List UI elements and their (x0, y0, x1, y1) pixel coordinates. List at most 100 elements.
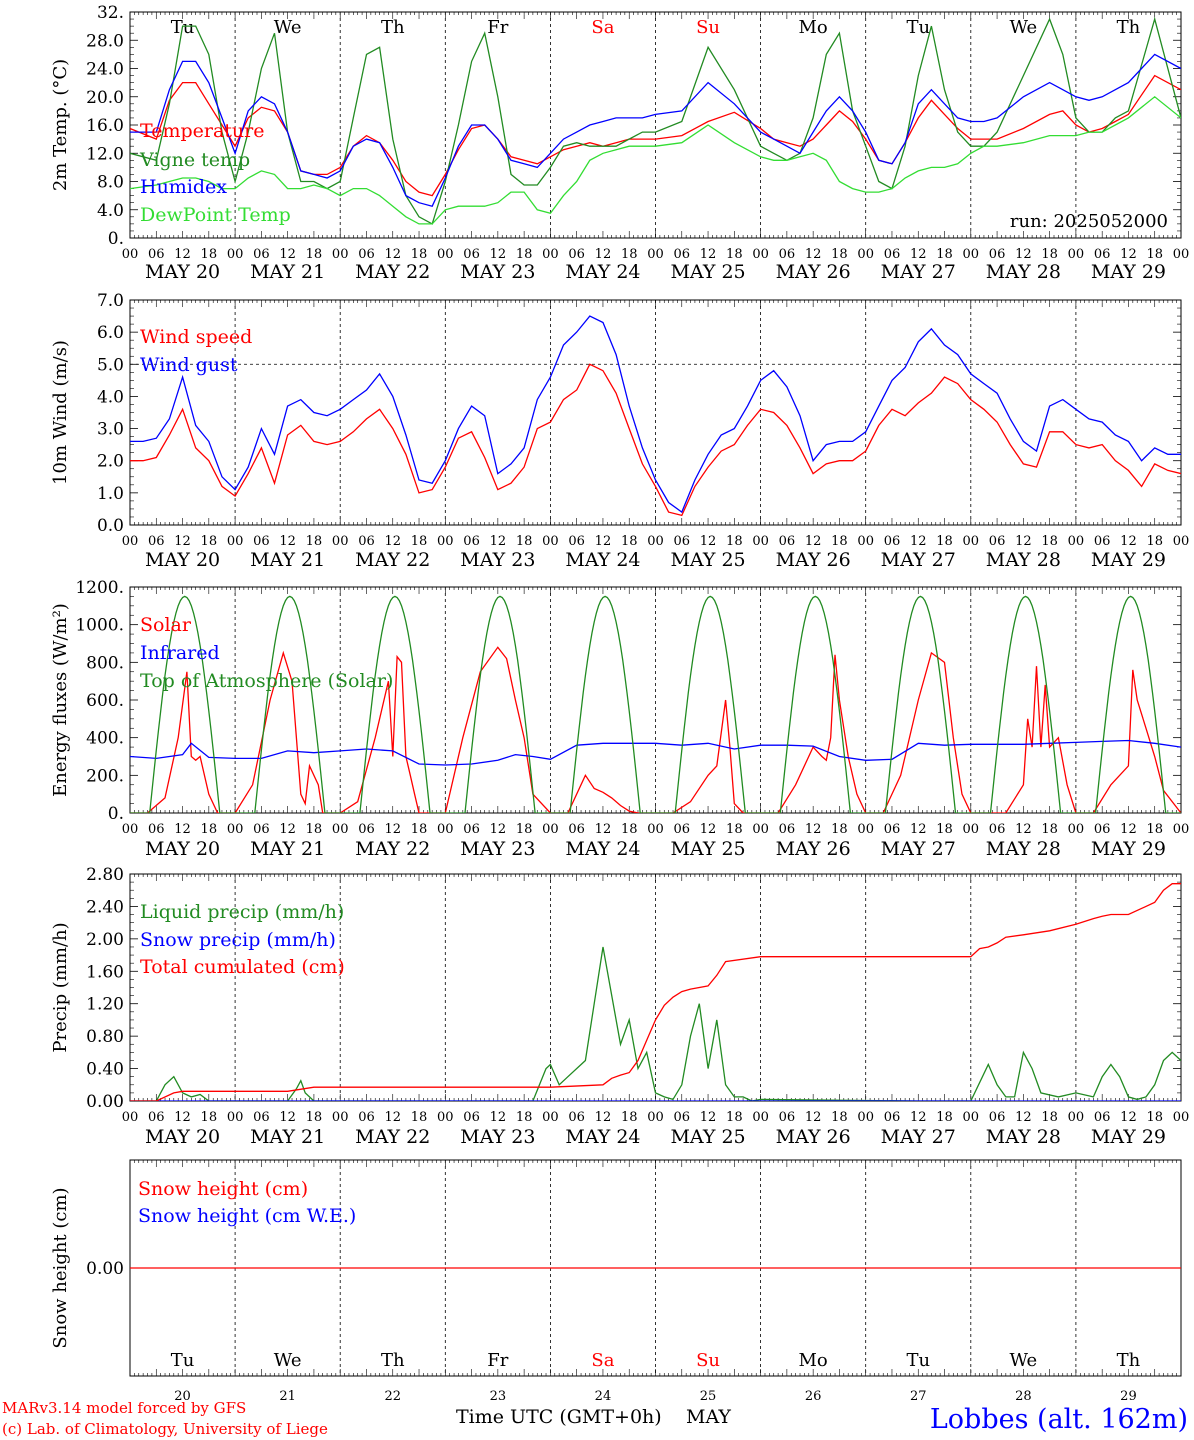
hour-tick-label: 12 (279, 247, 296, 262)
panel-snow: 0.00 Snow height (cm) Snow height (cm) Snow… (50, 1159, 1182, 1404)
hour-tick-label: 12 (595, 1110, 612, 1125)
weekday-label: Su (696, 1350, 720, 1371)
hour-tick-label: 00 (963, 247, 980, 262)
hour-tick-label: 06 (358, 247, 375, 262)
weekday-label: Fr (487, 17, 508, 38)
hour-tick-label: 00 (542, 534, 559, 549)
series-line-vigne-temp (130, 16, 1181, 225)
y-tick-label: 200. (86, 766, 124, 786)
legend-entry: Vigne temp (139, 149, 250, 171)
weekday-label: Tu (171, 1350, 195, 1371)
hour-tick-label: 00 (542, 247, 559, 262)
hour-tick-label: 00 (857, 534, 874, 549)
hour-tick-label: 06 (463, 822, 480, 837)
hour-tick-label: 00 (1173, 822, 1190, 837)
hour-tick-label: 18 (621, 1110, 638, 1125)
hour-tick-label: 00 (963, 534, 980, 549)
day-number-label: 24 (595, 1389, 612, 1404)
hour-tick-label: 00 (752, 1110, 769, 1125)
series-line-total-cumulated-cm- (130, 883, 1181, 1101)
hour-tick-label: 06 (779, 534, 796, 549)
y-tick-label: 5.0 (97, 355, 124, 375)
hour-tick-label: 12 (595, 822, 612, 837)
hour-tick-label: 00 (752, 534, 769, 549)
hour-tick-label: 00 (1068, 534, 1085, 549)
hour-tick-label: 18 (516, 534, 533, 549)
hour-tick-label: 06 (148, 822, 165, 837)
legend-entry: Snow height (cm W.E.) (138, 1205, 356, 1227)
hour-tick-label: 18 (1146, 534, 1163, 549)
hour-tick-label: 18 (621, 534, 638, 549)
series-line-dewpoint-temp (130, 95, 1181, 225)
hour-tick-label: 00 (332, 822, 349, 837)
weekday-label: Sa (591, 17, 614, 38)
hour-tick-label: 00 (542, 822, 559, 837)
hour-tick-label: 12 (490, 822, 507, 837)
hour-tick-label: 12 (174, 1110, 191, 1125)
hour-tick-label: 06 (358, 1110, 375, 1125)
hour-tick-label: 18 (516, 822, 533, 837)
hour-tick-label: 00 (963, 822, 980, 837)
hour-tick-label: 00 (332, 247, 349, 262)
y-tick-label: 0. (108, 804, 124, 824)
hour-tick-label: 12 (805, 247, 822, 262)
day-number-label: 26 (805, 1389, 822, 1404)
hour-tick-label: 12 (490, 534, 507, 549)
y-axis-label: Snow height (cm) (50, 1187, 71, 1348)
hour-tick-label: 00 (857, 822, 874, 837)
hour-tick-label: 18 (726, 247, 743, 262)
hour-tick-label: 18 (516, 247, 533, 262)
hour-tick-label: 00 (227, 534, 244, 549)
hour-tick-label: 06 (779, 1110, 796, 1125)
run-annotation: run: 2025052000 (1010, 211, 1168, 232)
y-tick-label: 4.0 (97, 201, 124, 221)
date-label: MAY 21 (250, 838, 325, 860)
hour-tick-label: 18 (1146, 247, 1163, 262)
date-label: MAY 23 (460, 838, 535, 860)
hour-tick-label: 18 (831, 534, 848, 549)
hour-tick-label: 18 (936, 1110, 953, 1125)
hour-tick-label: 06 (253, 247, 270, 262)
series-line-temperature (130, 74, 1181, 197)
hour-tick-label: 06 (358, 822, 375, 837)
hour-tick-label: 12 (1120, 534, 1137, 549)
date-label: MAY 28 (986, 1126, 1061, 1148)
hour-tick-label: 06 (1094, 822, 1111, 837)
y-tick-label: 1000. (75, 616, 124, 636)
series-line-solar (130, 646, 1181, 813)
hour-tick-label: 00 (1173, 247, 1190, 262)
hour-tick-label: 18 (201, 822, 218, 837)
hour-tick-label: 18 (1146, 1110, 1163, 1125)
hour-tick-label: 06 (1094, 247, 1111, 262)
hour-tick-label: 00 (227, 822, 244, 837)
hour-tick-label: 00 (332, 1110, 349, 1125)
copyright-credit: (c) Lab. of Climatology, University of L… (2, 1420, 328, 1438)
hour-tick-label: 06 (884, 1110, 901, 1125)
model-credit: MARv3.14 model forced by GFS (2, 1399, 246, 1417)
y-tick-label: 1.0 (97, 484, 124, 504)
series-line-wind-gust (130, 315, 1181, 514)
date-label: MAY 20 (145, 1126, 220, 1148)
hour-tick-label: 18 (936, 534, 953, 549)
weekday-label: We (1010, 1350, 1038, 1371)
hour-tick-label: 12 (279, 534, 296, 549)
date-label: MAY 23 (460, 549, 535, 571)
hour-tick-label: 00 (857, 247, 874, 262)
hour-tick-label: 06 (779, 247, 796, 262)
hour-tick-label: 18 (831, 822, 848, 837)
panel-frame (129, 299, 1182, 526)
y-tick-label: 28.0 (86, 31, 124, 51)
day-number-label: 21 (279, 1389, 296, 1404)
hour-tick-label: 18 (201, 1110, 218, 1125)
hour-tick-label: 06 (674, 1110, 691, 1125)
date-label: MAY 21 (250, 549, 325, 571)
hour-tick-label: 18 (306, 247, 323, 262)
panel-precip: 0.00 0.40 0.80 1.20 1.60 2.00 2.40 2.80 Precip (… (50, 865, 1189, 1148)
series-line-humidex (130, 53, 1181, 207)
x-axis-title: Time UTC (GMT+0h) (456, 1406, 662, 1428)
date-label: MAY 26 (776, 1126, 851, 1148)
y-tick-label: 1.60 (86, 962, 124, 982)
weekday-label: Mo (799, 1350, 828, 1371)
y-tick-label: 0.80 (86, 1027, 124, 1047)
hour-tick-label: 06 (568, 247, 585, 262)
